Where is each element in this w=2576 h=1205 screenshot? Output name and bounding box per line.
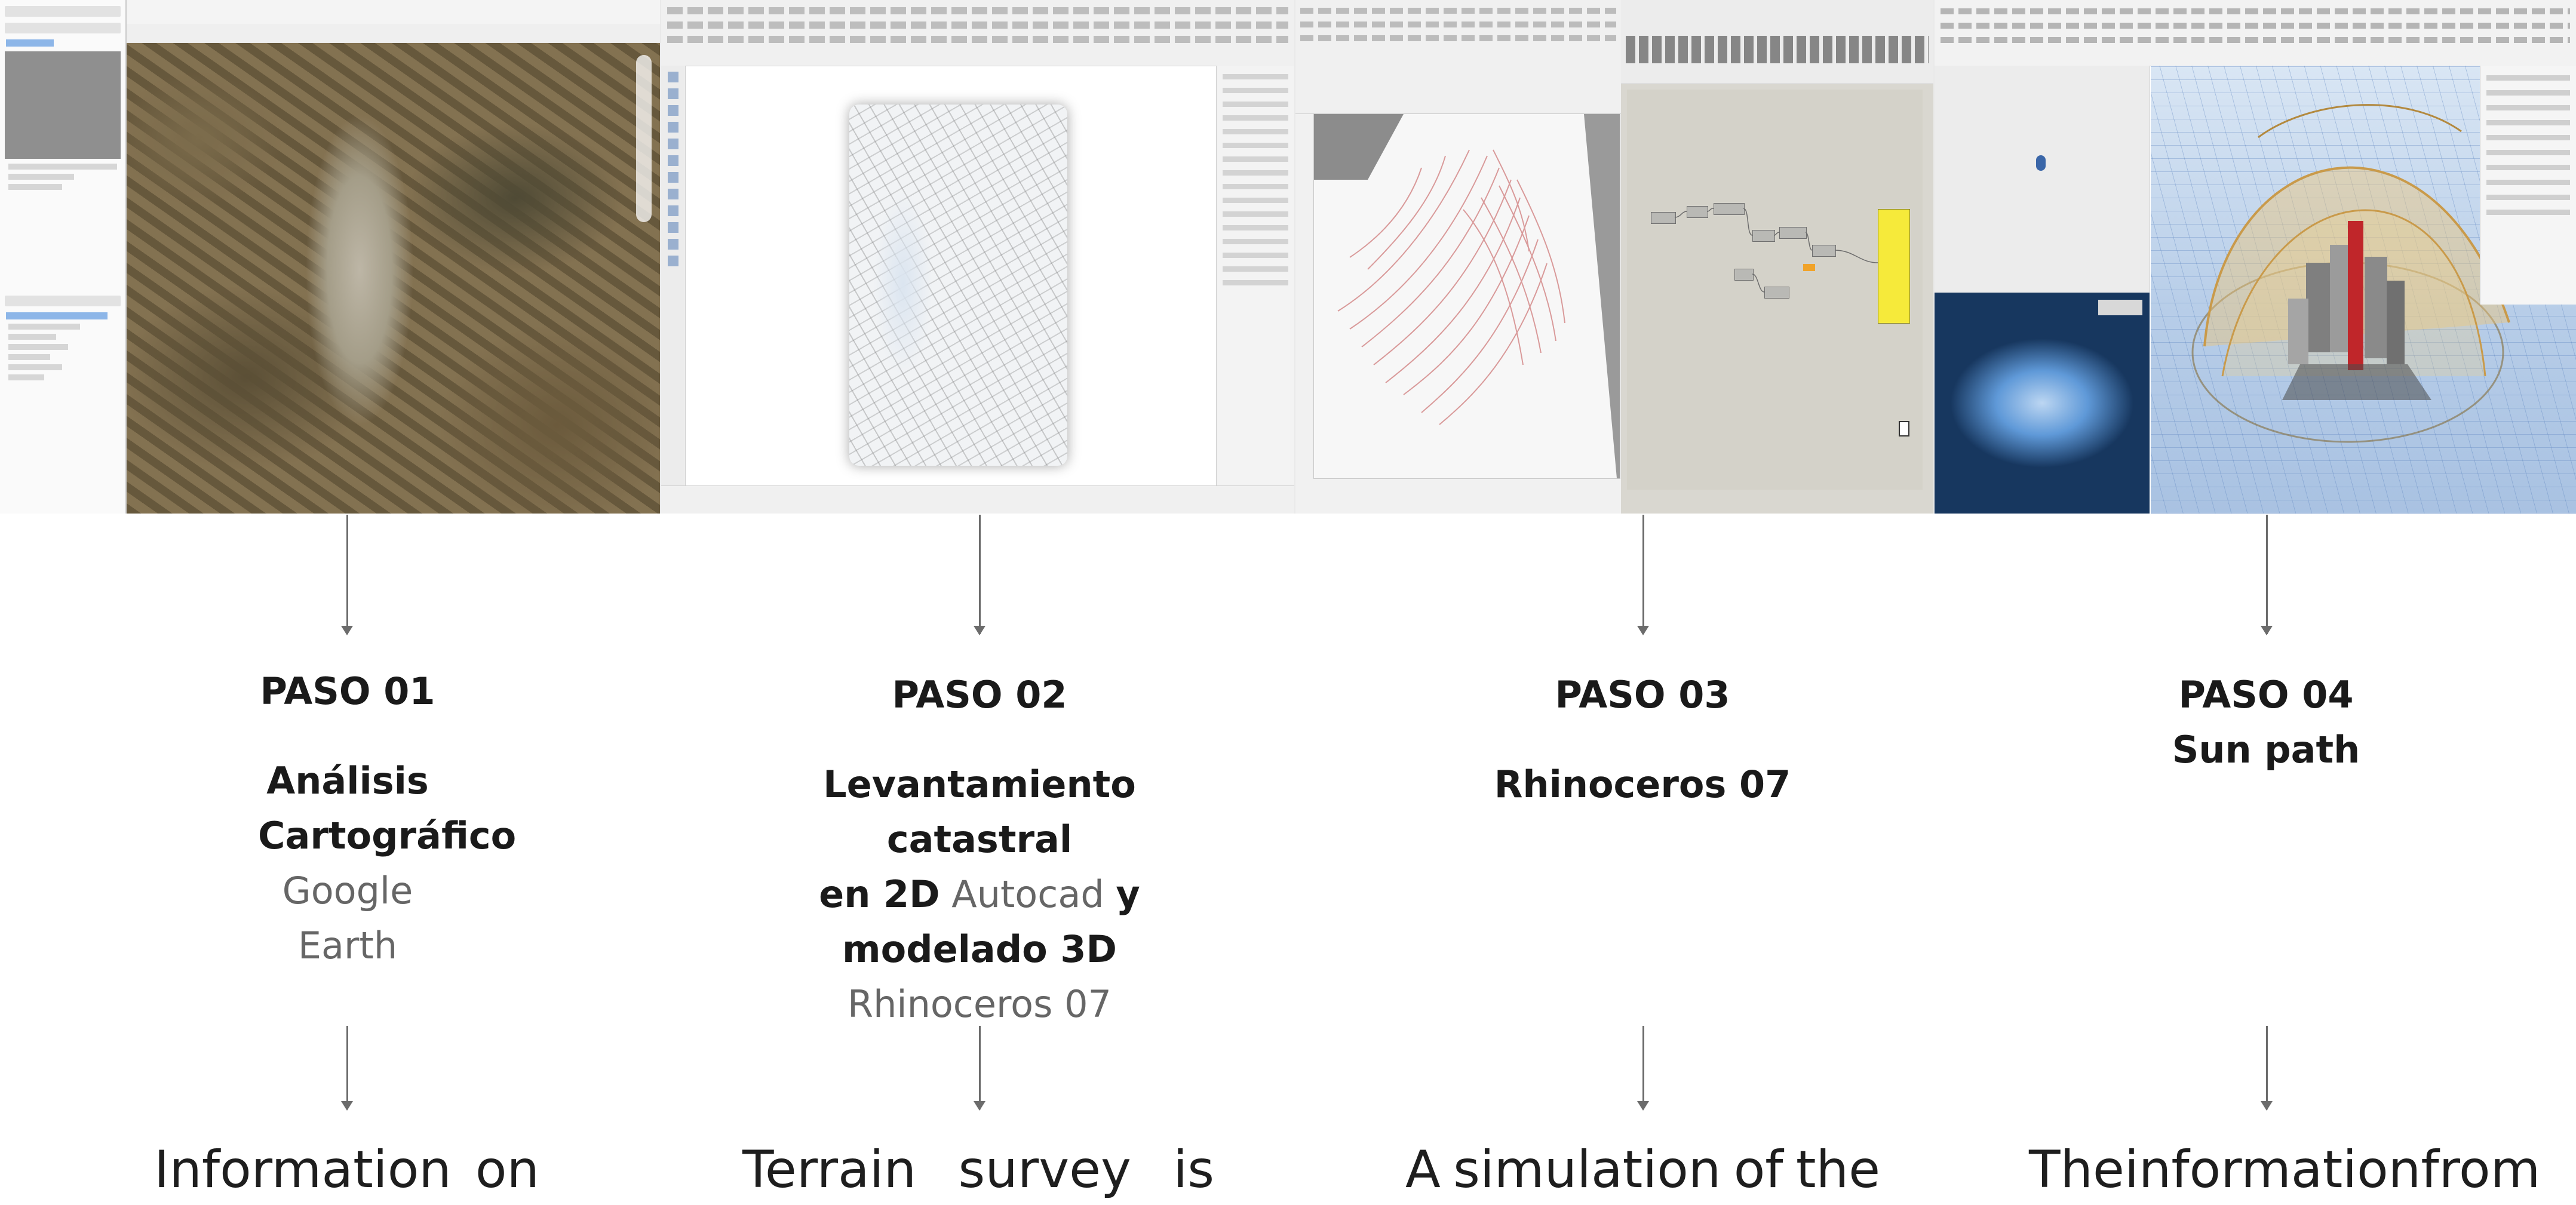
step-1-description-block: Análisis Cartográfico Google Earth: [258, 754, 516, 973]
grasshopper-component-tabs: [1621, 0, 1933, 84]
step-3: PASO 03 Rhinoceros 07: [1433, 668, 1852, 812]
terrain-contour-lines: [1337, 149, 1565, 425]
step-2: PASO 02 Levantamiento catastral en 2D Au…: [741, 668, 1218, 1032]
sun-path-diagram: [2191, 104, 2510, 443]
arrow-down-step1-top: [341, 515, 353, 635]
radiation-analysis-plot: [1935, 293, 2150, 514]
cadastral-plan-sheet: [849, 104, 1067, 466]
step-4-title: PASO 04: [2178, 673, 2354, 717]
step-2-tool-1: Autocad: [951, 872, 1104, 916]
ladybug-toolbar: [1935, 0, 2576, 66]
gh-component: [1812, 245, 1836, 257]
cad-screenshot: [661, 0, 1294, 514]
cad-properties-panel: [1216, 66, 1294, 508]
arrow-down-step1-bottom: [341, 1026, 353, 1111]
ladybug-preview-window: [1935, 66, 2150, 293]
step-1-title: PASO 01: [260, 669, 435, 713]
step-1-description-word: Information: [154, 1140, 452, 1200]
step-3-description-word: simulation: [1453, 1140, 1721, 1200]
step-2-heading-1: Levantamiento catastral: [823, 763, 1136, 861]
grasshopper-canvas: [1627, 90, 1923, 490]
step-4-description-word: The: [2029, 1140, 2124, 1200]
cursor-icon: [1899, 421, 1909, 436]
step-3-description-word: of: [1733, 1140, 1783, 1200]
gh-component: [1687, 206, 1708, 218]
rhino-grasshopper-screenshot: [1295, 0, 1933, 514]
cad-ribbon: [661, 0, 1294, 66]
step-4: PASO 04 Sun path: [2087, 668, 2445, 777]
rhino-toolbar: [1295, 0, 1621, 114]
step-4-subtitle: Sun path: [2172, 728, 2360, 771]
step-2-description-word: Terrain: [742, 1140, 917, 1200]
gh-component: [1651, 212, 1676, 224]
arrow-down-step4-top: [2261, 515, 2273, 635]
gh-component: [1752, 230, 1775, 242]
screenshot-strip: [0, 0, 2576, 514]
arrow-down-step2-top: [974, 515, 985, 635]
step-3-heading: Rhinoceros 07: [1494, 763, 1791, 806]
step-2-heading-4: modelado 3D: [842, 927, 1117, 971]
step-2-description: Terrain survey is: [742, 1135, 1214, 1205]
gh-wires: [1674, 208, 1878, 293]
gh-component: [1764, 287, 1789, 299]
cad-command-line: [661, 485, 1294, 514]
step-1: PASO 01 Análisis Cartográfico Google Ear…: [168, 664, 527, 973]
google-earth-screenshot: [0, 0, 660, 514]
ladybug-screenshot: [1935, 0, 2576, 514]
preview-thumbnail: [5, 51, 121, 159]
google-earth-toolbar: [127, 24, 660, 42]
step-4-description-word: from: [2421, 1140, 2541, 1200]
satellite-map-image: [127, 43, 660, 514]
step-3-description-word: A: [1405, 1140, 1441, 1200]
arrow-down-step3-bottom: [1637, 1026, 1649, 1111]
step-3-description-word: the: [1795, 1140, 1880, 1200]
grasshopper-window: [1621, 0, 1933, 514]
arrow-down-step4-bottom: [2261, 1026, 2273, 1111]
arrow-down-step3-top: [1637, 515, 1649, 635]
step-3-description-block: Rhinoceros 07: [1433, 757, 1852, 812]
arrow-down-step2-bottom: [974, 1026, 985, 1111]
step-2-tool-2: Rhinoceros 07: [847, 982, 1112, 1026]
map-navigation-control: [636, 55, 652, 222]
cad-tool-palette: [661, 66, 686, 508]
analyzed-building: [2348, 221, 2363, 370]
step-4-description-word: information: [2124, 1140, 2421, 1200]
gh-warning-component: [1803, 264, 1815, 271]
legend-box: [2098, 300, 2142, 315]
step-2-heading-3: y: [1116, 872, 1140, 916]
step-1-tool: Google Earth: [282, 869, 413, 967]
step-2-description-word: survey: [958, 1140, 1131, 1200]
step-2-heading-2: en 2D: [819, 872, 940, 916]
gh-panel-output: [1878, 209, 1910, 324]
ladybug-properties-panel: [2480, 66, 2576, 305]
step-2-title: PASO 02: [892, 673, 1067, 717]
step-3-description: A simulation of the: [1405, 1135, 1880, 1205]
google-earth-sidebar: [0, 0, 127, 514]
step-2-description-word: is: [1173, 1140, 1214, 1200]
rhino-viewport: [1313, 113, 1620, 479]
step-1-description: Information on: [154, 1135, 539, 1205]
step-4-description: The information from: [2029, 1135, 2540, 1205]
step-1-description-word: on: [475, 1140, 539, 1200]
step-1-heading: Análisis Cartográfico: [258, 759, 517, 857]
preview-marker: [2036, 155, 2046, 171]
step-2-description-block: Levantamiento catastral en 2D Autocad y …: [741, 757, 1218, 1032]
step-3-title: PASO 03: [1555, 673, 1730, 717]
